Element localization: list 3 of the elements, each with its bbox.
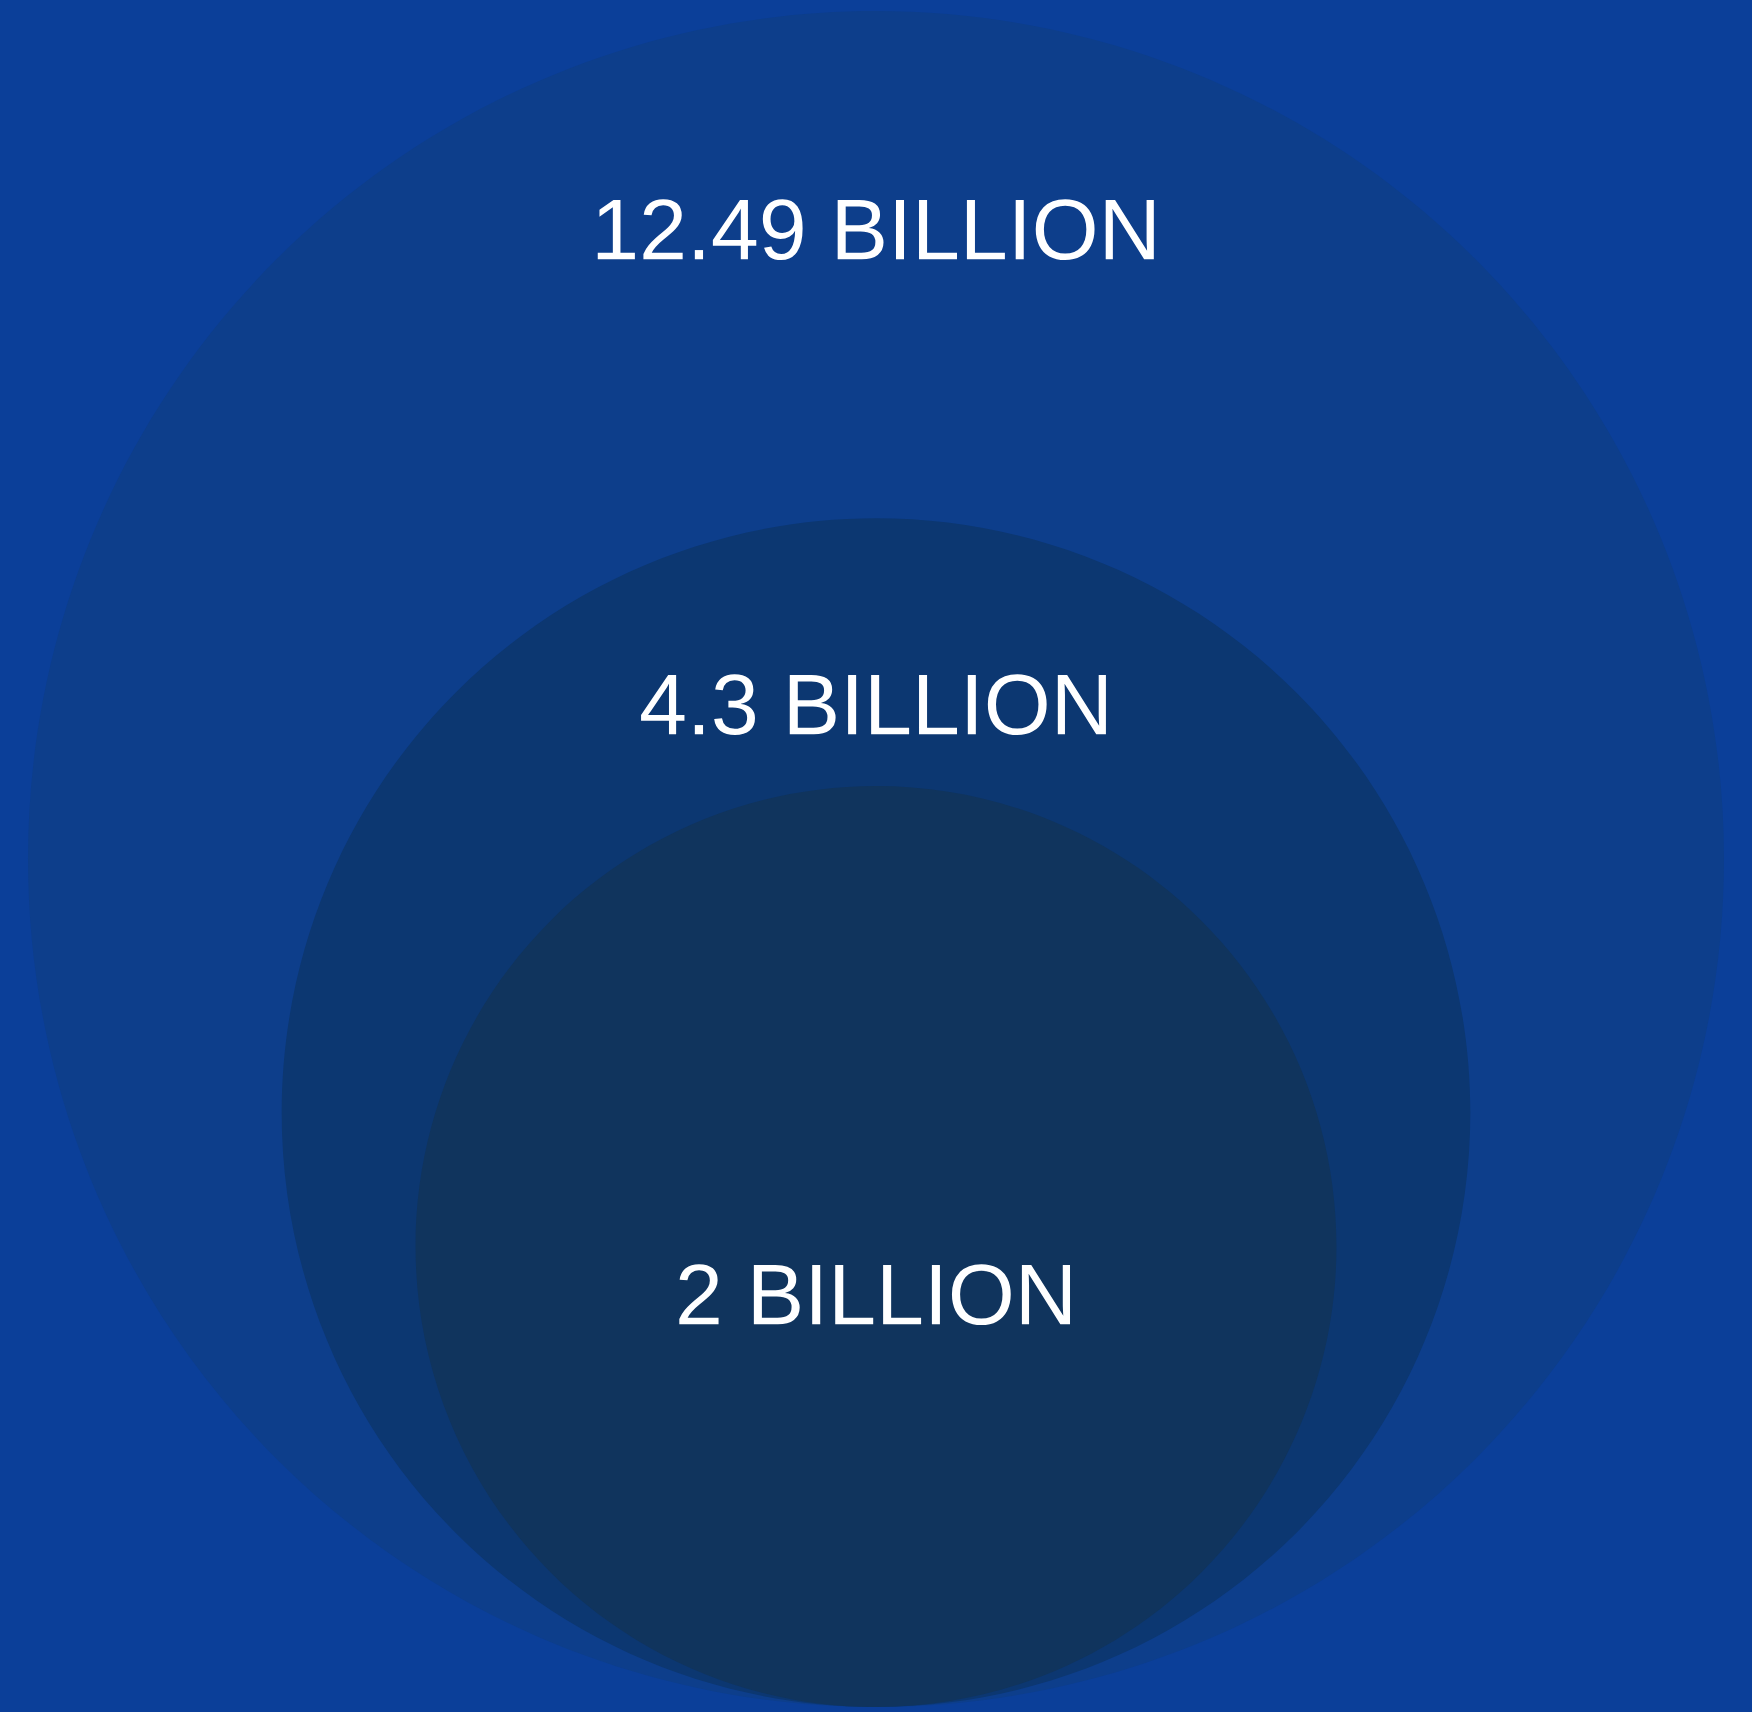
data-label: 2 BILLION	[679, 1264, 1071, 1326]
data-label: 12.49 BILLION	[597, 199, 1154, 261]
data-label: 4.3 BILLION	[641, 674, 1106, 736]
